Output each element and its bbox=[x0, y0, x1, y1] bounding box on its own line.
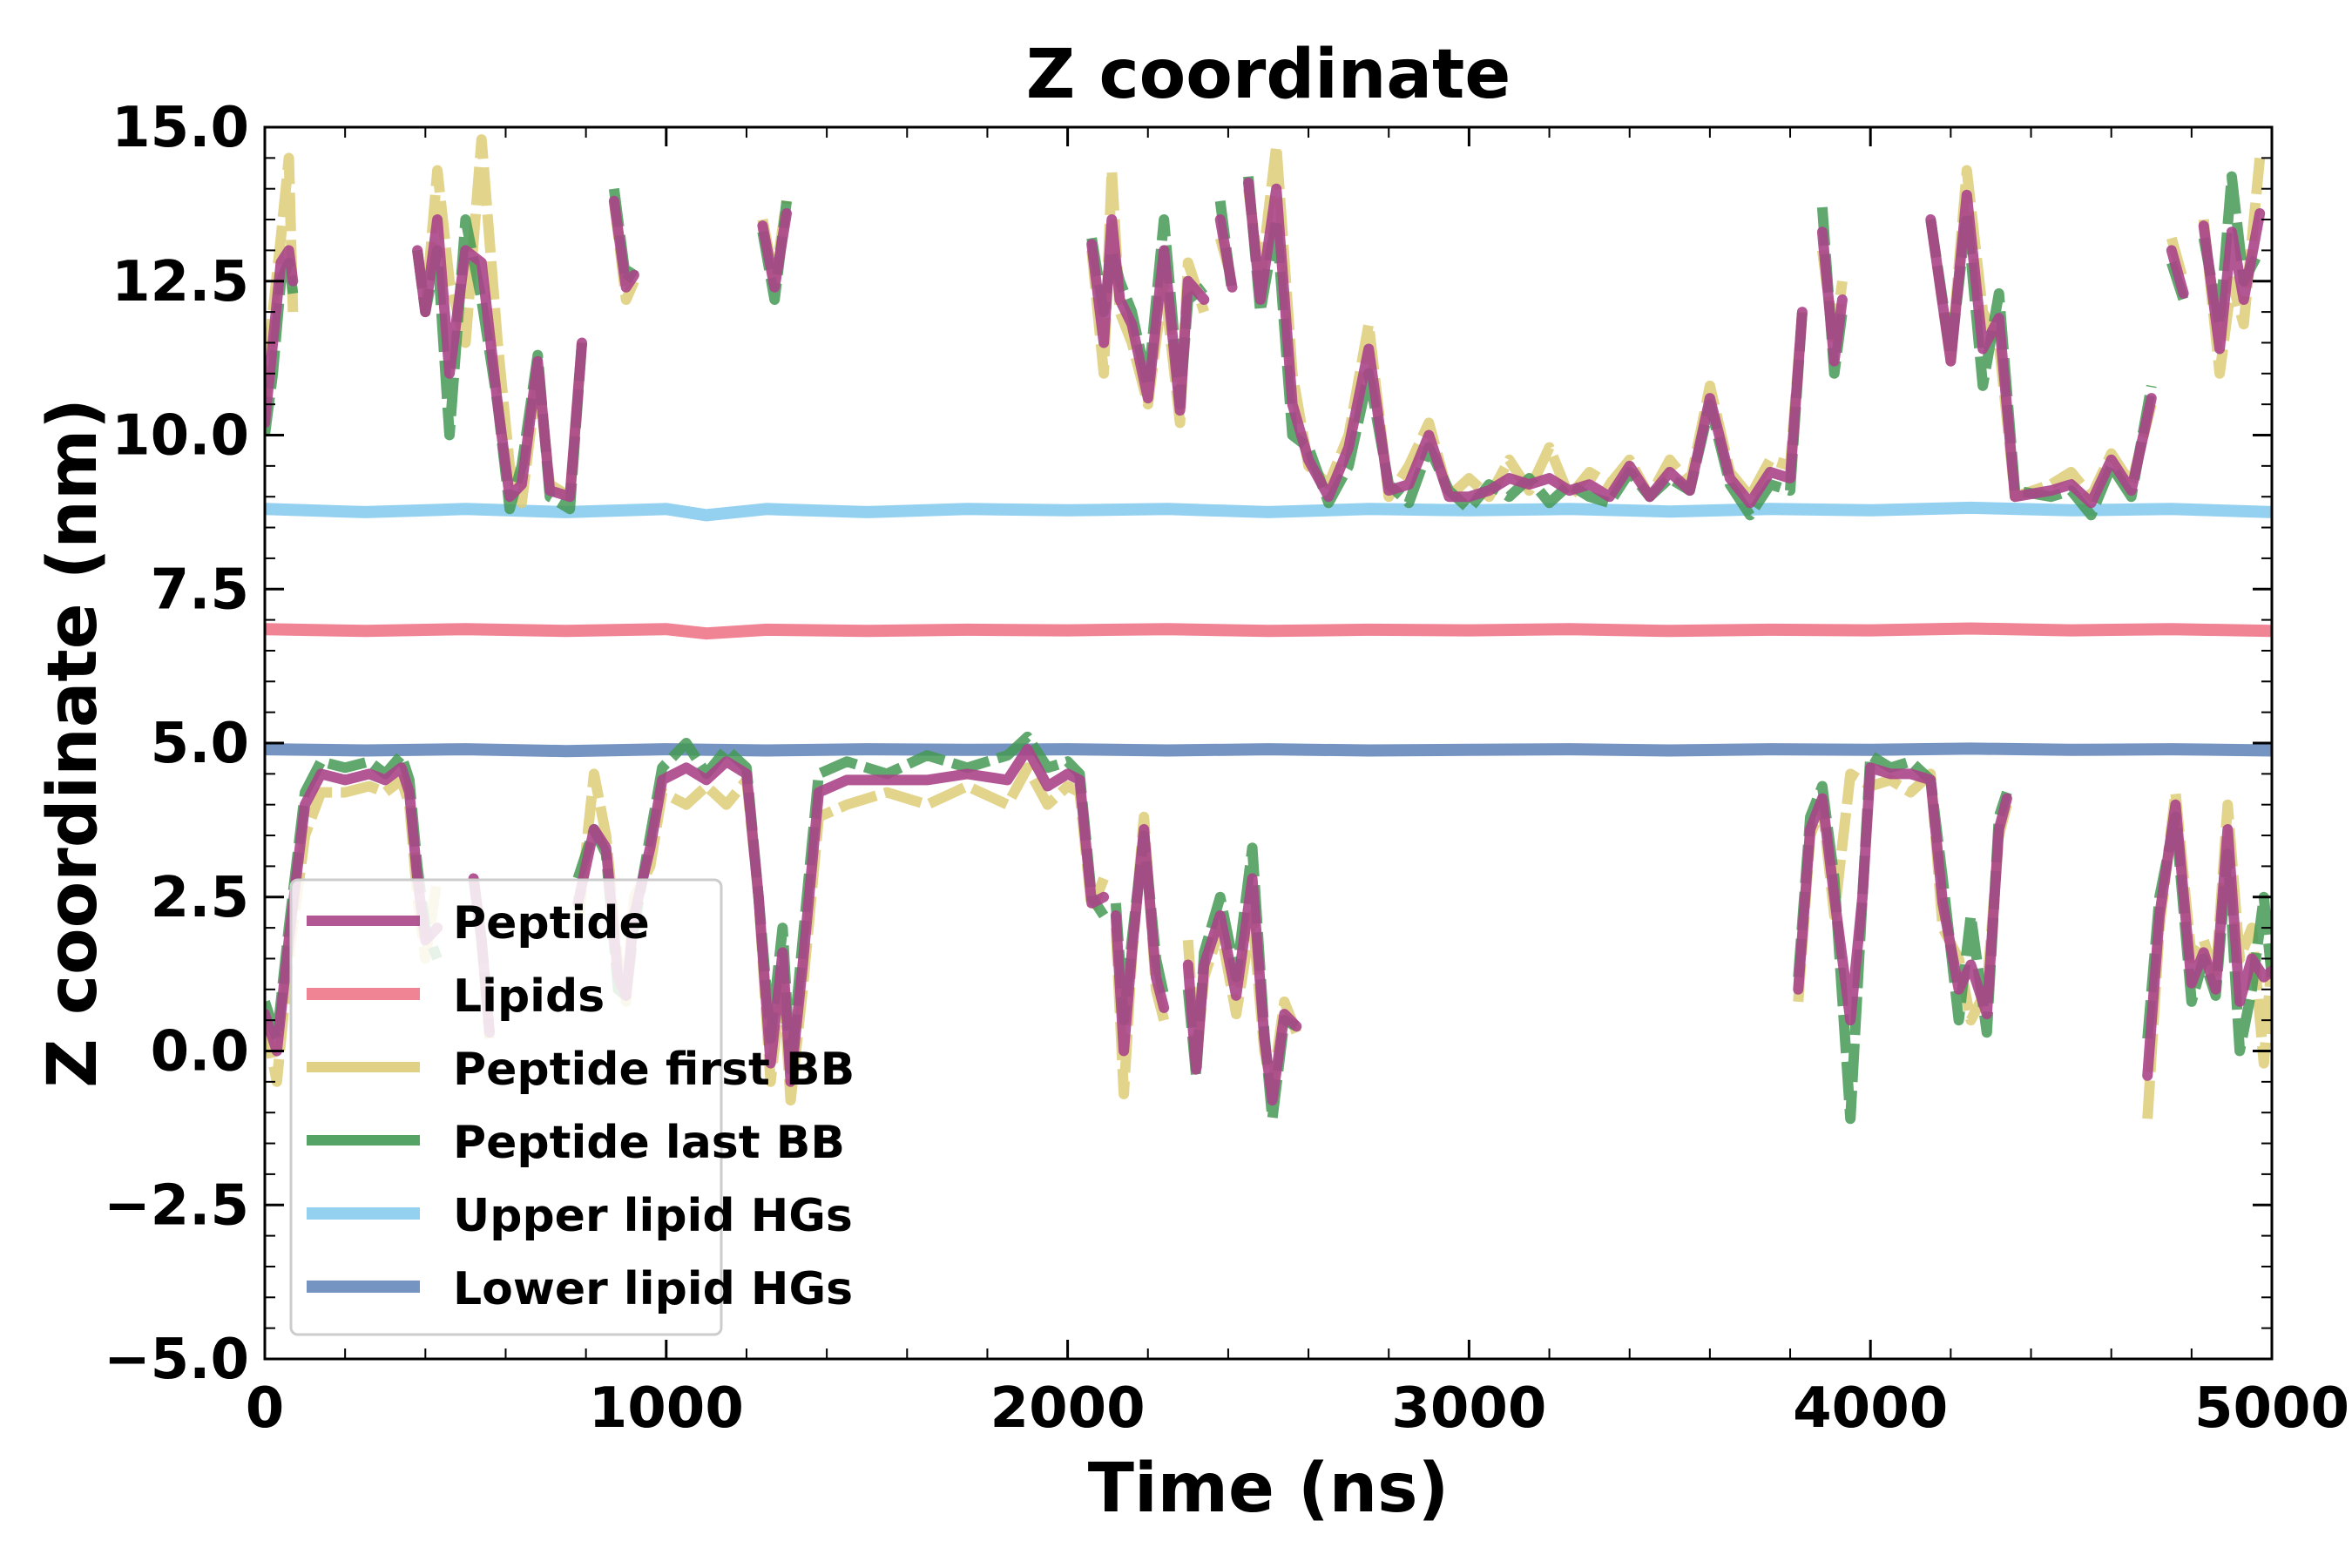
series-peptide-segment bbox=[265, 245, 299, 429]
x-tick-label: 0 bbox=[246, 1376, 285, 1441]
legend-label: Peptide first BB bbox=[453, 1044, 855, 1096]
series-peptide-segment bbox=[2166, 245, 2189, 299]
legend-label: Upper lipid HGs bbox=[453, 1190, 853, 1242]
legend-entry-upper-lipid-hgs: Upper lipid HGs bbox=[307, 1190, 853, 1242]
series-peptide-segment bbox=[1182, 873, 1302, 1106]
series-upper-lipid-hgs-segment bbox=[265, 501, 2272, 522]
x-tick-label: 1000 bbox=[589, 1376, 744, 1441]
series-lipids bbox=[265, 622, 2272, 640]
y-tick-label: 7.5 bbox=[151, 558, 249, 622]
series-peptide bbox=[265, 177, 2272, 1106]
plot-area: 0 1000 2000 3000 4000 5000 −5.0 −2.5 0.0 2.5 5.0 7.… bbox=[104, 96, 2349, 1441]
legend-entry-lipids: Lipids bbox=[307, 970, 605, 1023]
y-tick-label: 0.0 bbox=[151, 1020, 249, 1085]
legend-entries: Peptide Lipids Peptide first BB Peptide las… bbox=[307, 897, 855, 1315]
y-axis-label: Z coordinate (nm) bbox=[34, 398, 112, 1088]
x-tick-label: 5000 bbox=[2194, 1376, 2349, 1441]
series-lower-lipid-hgs-segment bbox=[265, 742, 2272, 758]
series-peptide-segment bbox=[2142, 799, 2272, 1081]
chart-title: Z coordinate bbox=[1026, 36, 1511, 114]
y-tick-label: 12.5 bbox=[112, 250, 249, 314]
legend-label: Lower lipid HGs bbox=[453, 1263, 853, 1315]
series-peptide-segment bbox=[608, 195, 639, 293]
series-layer bbox=[265, 134, 2272, 1125]
y-tick-label: −5.0 bbox=[104, 1328, 249, 1392]
series-upper-lipid-hgs bbox=[265, 501, 2272, 522]
x-tick-label: 3000 bbox=[1391, 1376, 1546, 1441]
x-tick-label: 4000 bbox=[1793, 1376, 1948, 1441]
legend-label: Peptide last BB bbox=[453, 1117, 845, 1169]
legend: Peptide Lipids Peptide first BB Peptide las… bbox=[289, 878, 855, 1336]
ticks-layer: 0 1000 2000 3000 4000 5000 −5.0 −2.5 0.0 2.5 5.0 7.… bbox=[104, 96, 2349, 1441]
x-axis-label: Time (ns) bbox=[1088, 1450, 1450, 1528]
x-tick-label: 2000 bbox=[990, 1376, 1146, 1441]
series-peptide-segment bbox=[1214, 214, 1238, 293]
series-peptide-segment bbox=[1110, 824, 1170, 1057]
series-peptide-segment bbox=[1925, 189, 2157, 509]
series-peptide-first-bb-segment bbox=[265, 774, 443, 1087]
legend-label: Lipids bbox=[453, 970, 605, 1023]
series-peptide-segment bbox=[412, 214, 587, 503]
series-peptide-segment bbox=[1243, 177, 1808, 509]
legend-entry-peptide-first-bb: Peptide first BB bbox=[307, 1044, 855, 1096]
legend-entry-peptide-last-bb: Peptide last BB bbox=[307, 1117, 845, 1169]
series-peptide-segment bbox=[1793, 762, 2012, 1026]
y-tick-label: 5.0 bbox=[151, 712, 249, 776]
y-tick-label: −2.5 bbox=[104, 1173, 249, 1238]
series-peptide-segment bbox=[757, 208, 792, 293]
series-peptide-segment bbox=[2198, 208, 2266, 355]
series-lipids-segment bbox=[265, 622, 2272, 640]
legend-entry-peptide: Peptide bbox=[307, 897, 650, 950]
series-peptide-segment bbox=[1086, 214, 1210, 416]
legend-label: Peptide bbox=[453, 897, 650, 950]
series-peptide-segment bbox=[1816, 226, 1848, 367]
y-tick-label: 10.0 bbox=[112, 404, 249, 469]
series-lower-lipid-hgs bbox=[265, 742, 2272, 758]
legend-entry-lower-lipid-hgs: Lower lipid HGs bbox=[307, 1263, 853, 1315]
y-tick-label: 15.0 bbox=[112, 96, 249, 160]
y-tick-label: 2.5 bbox=[151, 866, 249, 930]
